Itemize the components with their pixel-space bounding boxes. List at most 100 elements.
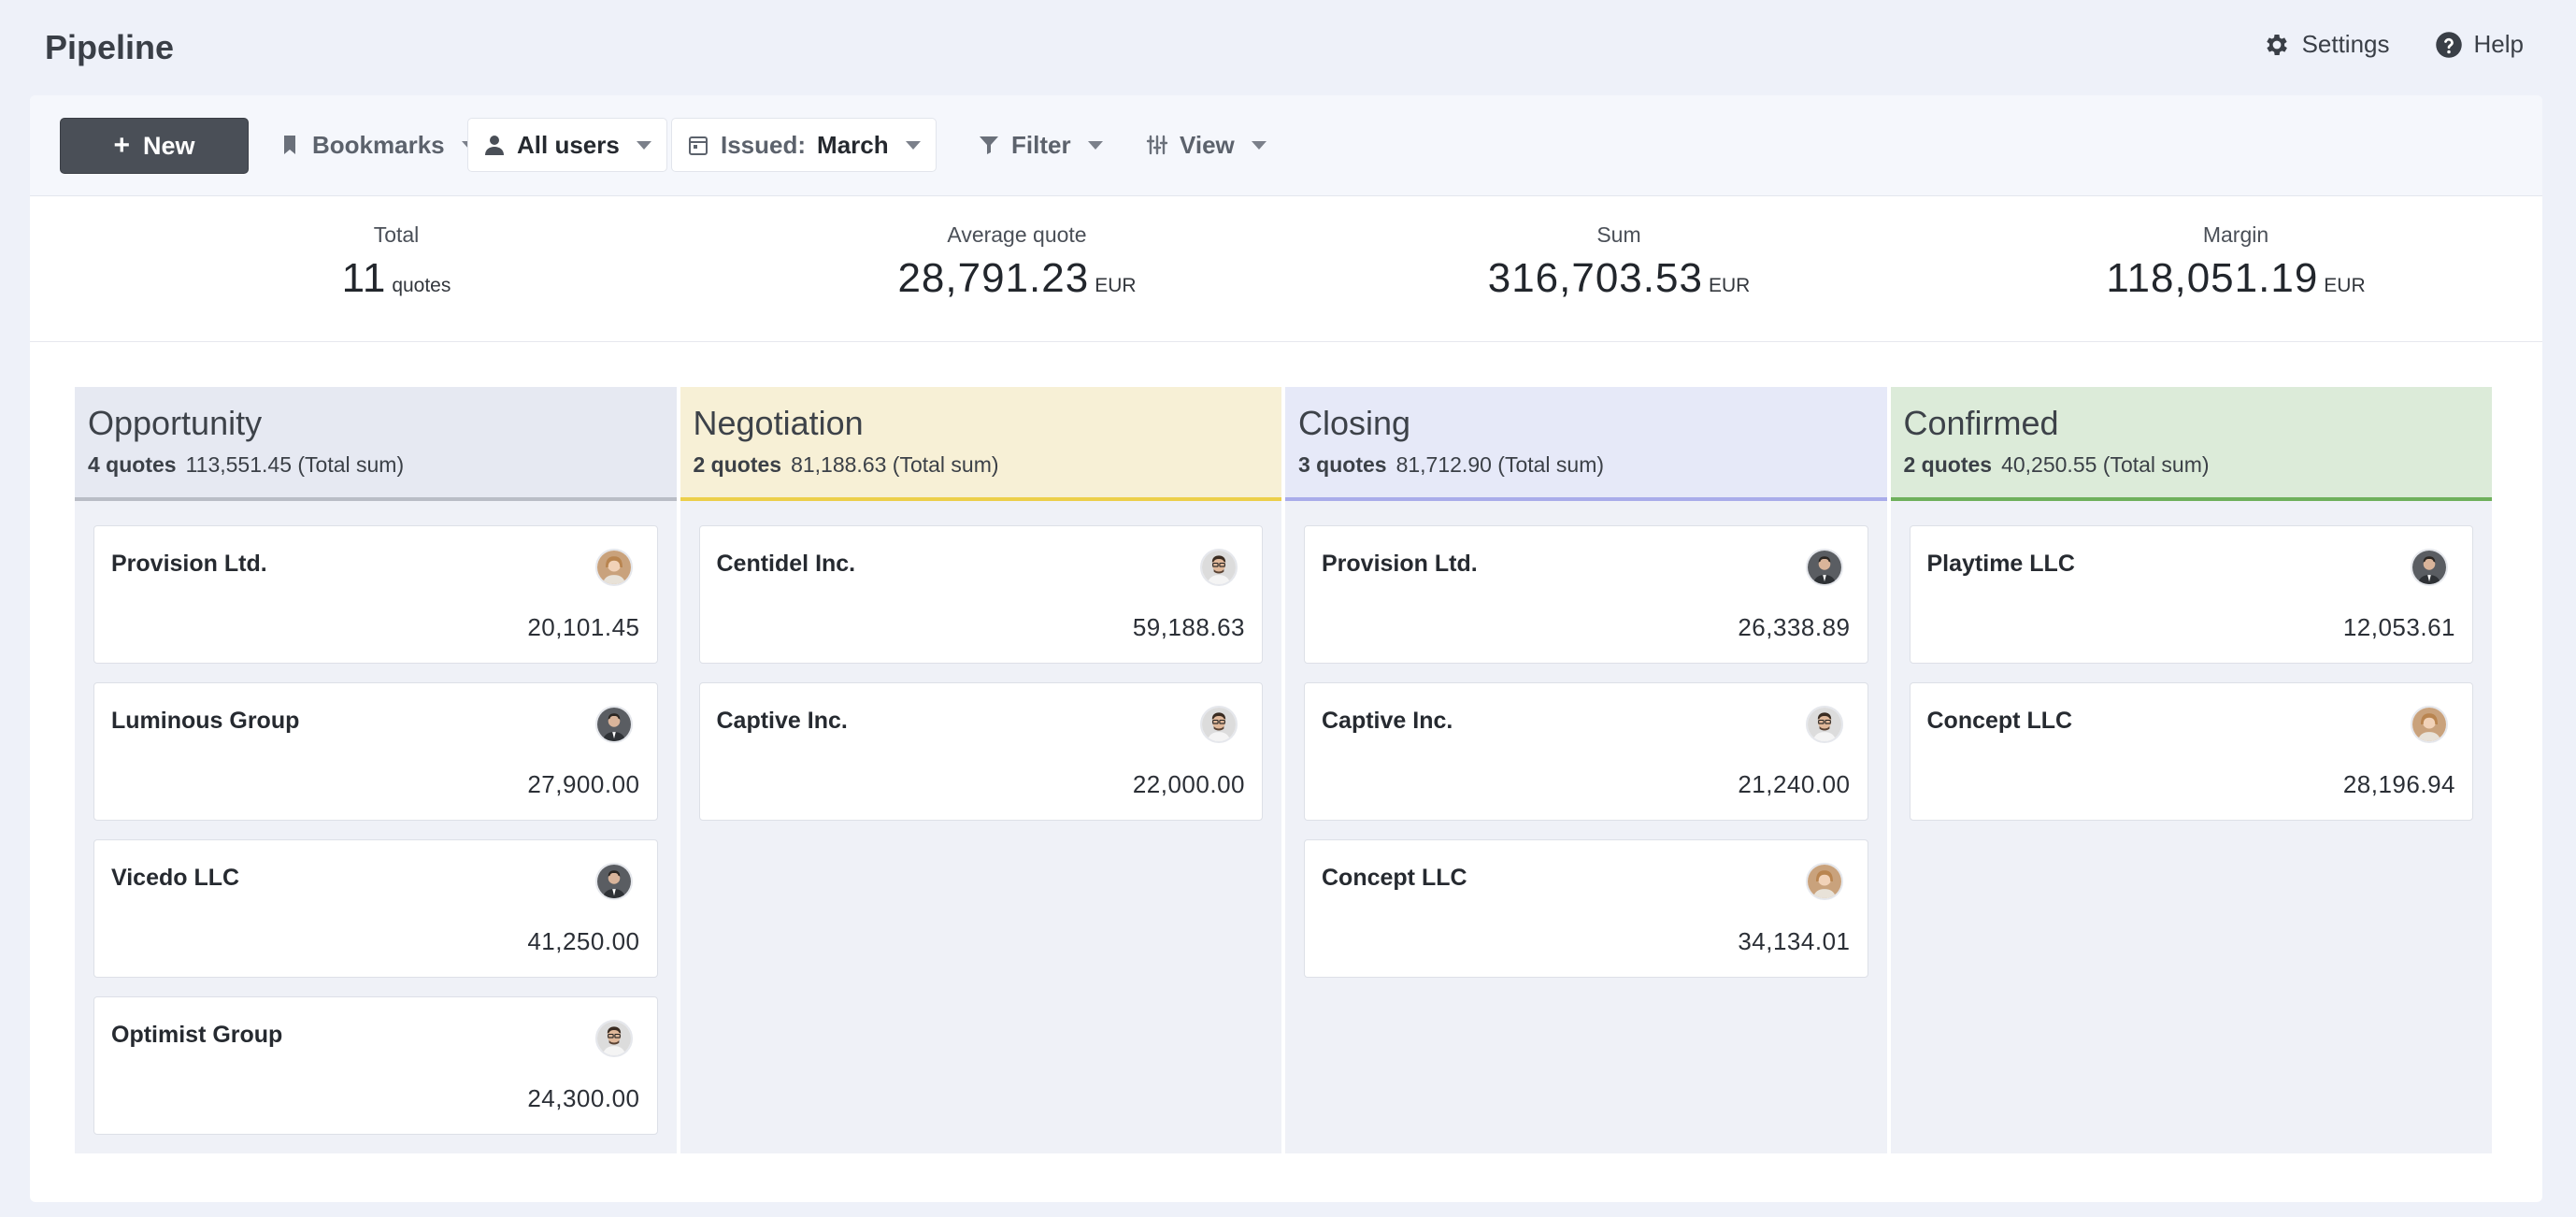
summary-stats: Total 11 quotes Average quote 28,791.23 EU… (30, 196, 2542, 342)
stat-sum: Sum 316,703.53 EUR (1432, 222, 1806, 302)
user-icon (485, 136, 504, 155)
quote-card[interactable]: Luminous Group 27,900.00 (93, 682, 658, 821)
quote-card[interactable]: Provision Ltd. 20,101.45 (93, 525, 658, 664)
page-title: Pipeline (45, 28, 175, 66)
chevron-down-icon (636, 140, 651, 150)
bookmarks-dropdown[interactable]: Bookmarks (264, 118, 492, 172)
column-closing: Closing 3 quotes 81,712.90 (Total sum) Pr… (1285, 387, 1887, 1153)
pipeline-board: Opportunity 4 quotes 113,551.45 (Total su… (75, 387, 2492, 1153)
issued-dropdown[interactable]: Issued: March (671, 118, 937, 172)
column-count: 3 quotes (1298, 452, 1387, 477)
stat-unit: EUR (1095, 275, 1137, 296)
column-header[interactable]: Negotiation 2 quotes 81,188.63 (Total sum… (680, 387, 1281, 501)
bookmark-icon (284, 136, 295, 154)
card-company: Concept LLC (1926, 708, 2073, 734)
issued-value: March (817, 130, 889, 159)
woman-avatar (1805, 863, 1843, 900)
card-company: Optimist Group (111, 1022, 283, 1048)
new-button[interactable]: + New (60, 118, 249, 174)
card-company: Luminous Group (111, 708, 300, 734)
quote-card[interactable]: Concept LLC 34,134.01 (1304, 839, 1868, 978)
card-amount: 59,188.63 (1132, 613, 1245, 641)
toolbar: + New Bookmarks All users Issued: March … (30, 95, 2542, 196)
column-header[interactable]: Closing 3 quotes 81,712.90 (Total sum) (1285, 387, 1887, 501)
man-suit-avatar (2411, 549, 2448, 586)
quote-card[interactable]: Concept LLC 28,196.94 (1909, 682, 2473, 821)
bookmarks-label: Bookmarks (312, 130, 445, 159)
stat-label: Total (373, 222, 420, 247)
column-sum: 113,551.45 (Total sum) (185, 452, 405, 477)
pipeline-panel: + New Bookmarks All users Issued: March … (30, 95, 2542, 1202)
column-opportunity: Opportunity 4 quotes 113,551.45 (Total su… (75, 387, 677, 1153)
card-amount: 34,134.01 (1738, 927, 1851, 955)
quote-card[interactable]: Playtime LLC 12,053.61 (1909, 525, 2473, 664)
card-amount: 41,250.00 (527, 927, 640, 955)
man-glasses-avatar (594, 1020, 633, 1057)
card-company: Provision Ltd. (111, 551, 267, 577)
column-count: 2 quotes (1903, 452, 1993, 477)
card-amount: 24,300.00 (527, 1084, 640, 1112)
filter-dropdown[interactable]: Filter (963, 118, 1118, 172)
users-label: All users (517, 130, 620, 159)
new-button-label: New (143, 131, 195, 160)
filter-label: Filter (1011, 130, 1071, 159)
man-glasses-avatar (1200, 549, 1238, 586)
card-company: Captive Inc. (716, 708, 848, 734)
stat-label: Sum (1596, 222, 1641, 247)
quote-card[interactable]: Optimist Group 24,300.00 (93, 996, 658, 1135)
help-label: Help (2473, 30, 2524, 58)
column-count: 2 quotes (693, 452, 782, 477)
issued-prefix: Issued: (721, 130, 807, 159)
stat-label: Margin (2202, 222, 2269, 247)
settings-link[interactable]: Settings (2263, 30, 2390, 59)
chevron-down-icon (1087, 140, 1103, 150)
chevron-down-icon (1251, 140, 1267, 150)
quote-card[interactable]: Provision Ltd. 26,338.89 (1304, 525, 1868, 664)
users-dropdown[interactable]: All users (467, 118, 667, 172)
stat-label: Average quote (947, 222, 1087, 247)
column-header[interactable]: Opportunity 4 quotes 113,551.45 (Total su… (75, 387, 677, 501)
stat-value: 28,791.23 (897, 255, 1090, 301)
column-title: Closing (1298, 404, 1411, 442)
help-link[interactable]: Help (2435, 30, 2524, 59)
card-company: Captive Inc. (1322, 708, 1453, 734)
column-sum: 81,188.63 (Total sum) (791, 452, 999, 477)
column-header[interactable]: Confirmed 2 quotes 40,250.55 (Total sum) (1890, 387, 2492, 501)
column-title: Negotiation (693, 404, 864, 442)
quote-card[interactable]: Captive Inc. 22,000.00 (698, 682, 1263, 821)
column-title: Opportunity (88, 404, 263, 442)
view-dropdown[interactable]: View (1131, 118, 1281, 172)
stat-value: 11 (341, 255, 387, 301)
stat-unit: quotes (392, 275, 451, 296)
man-suit-avatar (1805, 549, 1843, 586)
stat-unit: EUR (2324, 275, 2366, 296)
card-company: Provision Ltd. (1322, 551, 1478, 577)
top-actions: Settings Help (2263, 30, 2524, 59)
man-glasses-avatar (1805, 706, 1843, 743)
settings-label: Settings (2301, 30, 2390, 58)
view-label: View (1180, 130, 1235, 159)
calendar-icon (689, 136, 708, 155)
column-sum: 40,250.55 (Total sum) (2001, 452, 2210, 477)
question-circle-icon (2435, 31, 2462, 58)
quote-card[interactable]: Centidel Inc. 59,188.63 (698, 525, 1263, 664)
stat-average-quote: Average quote 28,791.23 EUR (830, 222, 1204, 302)
card-company: Vicedo LLC (111, 865, 240, 891)
man-glasses-avatar (1200, 706, 1238, 743)
stat-value: 316,703.53 (1487, 255, 1703, 301)
column-confirmed: Confirmed 2 quotes 40,250.55 (Total sum) … (1890, 387, 2492, 1153)
stat-unit: EUR (1708, 275, 1751, 296)
card-amount: 22,000.00 (1132, 770, 1245, 798)
card-amount: 12,053.61 (2342, 613, 2455, 641)
quote-card[interactable]: Vicedo LLC 41,250.00 (93, 839, 658, 978)
stat-margin: Margin 118,051.19 EUR (2049, 222, 2423, 302)
column-sum: 81,712.90 (Total sum) (1395, 452, 1605, 477)
quote-card[interactable]: Captive Inc. 21,240.00 (1304, 682, 1868, 821)
chevron-down-icon (905, 140, 921, 150)
gear-icon (2266, 34, 2287, 55)
sliders-icon (1146, 135, 1168, 155)
card-amount: 20,101.45 (527, 613, 640, 641)
top-bar: Pipeline Settings Help (0, 0, 2576, 95)
stat-value: 118,051.19 (2106, 255, 2319, 301)
card-company: Playtime LLC (1926, 551, 2075, 577)
